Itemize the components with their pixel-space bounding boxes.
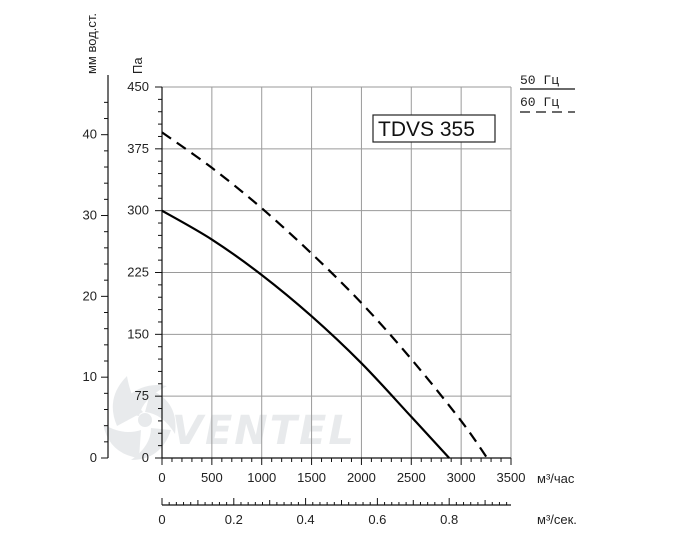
watermark-text: VENTEL [172,408,356,454]
series-line-60hz [161,131,488,459]
ventel-watermark-logo: VENTEL [103,376,356,460]
x-tick-label: 1000 [247,470,276,485]
x-axis-label-m3h: м³/час [537,471,575,486]
x2-tick-label: 0.8 [440,512,458,527]
x-tick-label: 500 [201,470,223,485]
y2-tick-label: 0 [90,450,97,465]
x2-axis-label-m3s: м³/сек. [537,512,577,527]
y2-tick-label: 20 [83,288,97,303]
x-tick-label: 2500 [397,470,426,485]
x-tick-label: 3500 [497,470,526,485]
axes: 0 75 150 225 300 375 450 0 10 20 30 40 0 500 1000 1500 2… [83,75,526,527]
y-tick-label: 0 [142,450,149,465]
y-tick-label: 450 [127,79,149,94]
y2-tick-label: 30 [83,208,97,223]
y-tick-label: 300 [127,203,149,218]
model-label-box: TDVS 355 [372,114,496,143]
x2-tick-label: 0 [158,512,165,527]
legend-label-50hz: 50 Гц [520,73,559,88]
legend-label-60hz: 60 Гц [520,95,559,110]
y2-tick-label: 40 [83,127,97,142]
x2-tick-label: 0.6 [368,512,386,527]
series-line-50hz [161,209,450,459]
y-tick-label: 150 [127,326,149,341]
legend: 50 Гц 60 Гц [520,73,575,113]
y2-axis-label-mm: мм вод.ст. [84,13,99,74]
y2-tick-label: 10 [83,369,97,384]
x-tick-label: 2000 [347,470,376,485]
y-tick-label: 75 [135,388,149,403]
x-tick-label: 0 [158,470,165,485]
y-tick-label: 225 [127,265,149,280]
x-tick-label: 3000 [447,470,476,485]
x2-tick-label: 0.4 [297,512,315,527]
grid [161,86,512,459]
x2-tick-label: 0.2 [225,512,243,527]
y-axis-label-pa: Па [130,57,145,74]
chart-title: TDVS 355 [378,118,475,141]
x-tick-label: 1500 [297,470,326,485]
series-lines [161,131,488,459]
y-tick-label: 375 [127,141,149,156]
